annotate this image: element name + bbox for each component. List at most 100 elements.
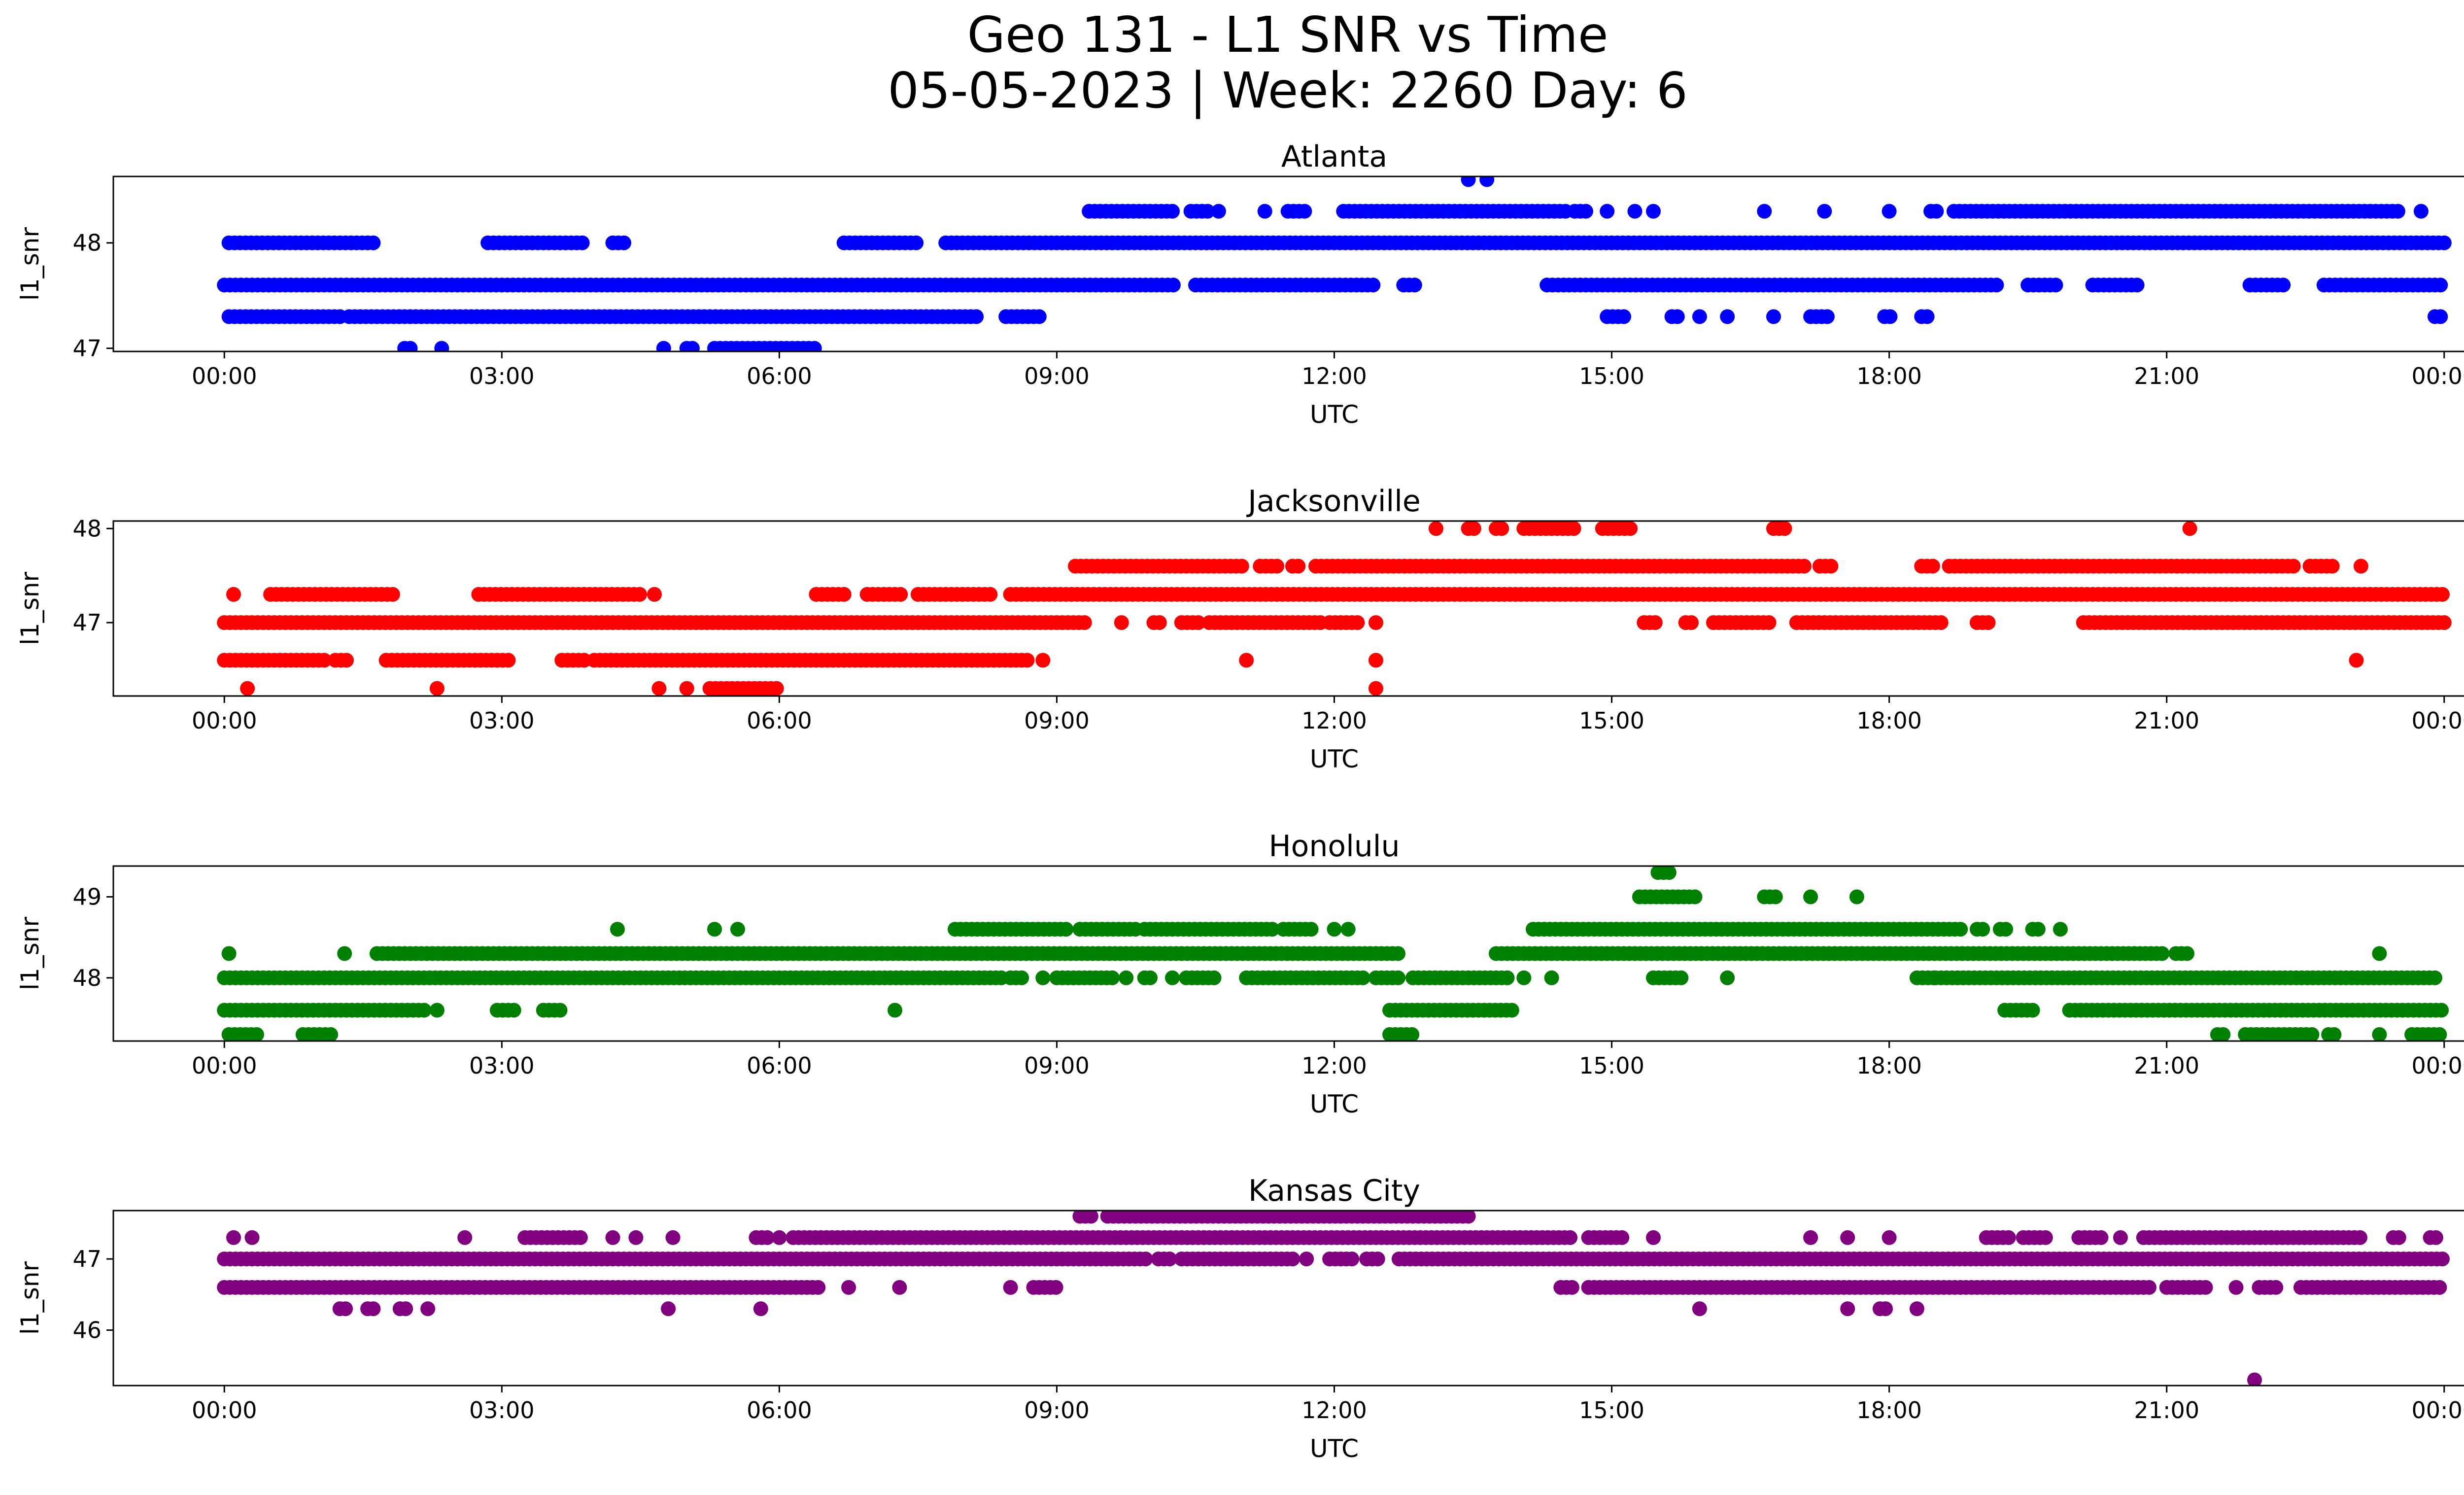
data-point <box>1692 309 1707 324</box>
data-point <box>249 1027 264 1041</box>
data-point <box>647 587 662 602</box>
x-tick-label: 12:00 <box>1301 707 1367 734</box>
data-point <box>1933 615 1949 630</box>
x-axis-label: UTC <box>1310 745 1359 773</box>
x-tick-label: 15:00 <box>1579 707 1644 734</box>
data-point <box>1882 309 1898 324</box>
data-point <box>753 1301 768 1317</box>
data-point <box>226 1230 241 1245</box>
data-point <box>836 587 852 602</box>
data-point <box>1989 278 2004 293</box>
data-point <box>575 235 590 250</box>
data-point <box>1461 1211 1476 1224</box>
data-point <box>1919 309 1935 324</box>
data-point <box>1692 1301 1707 1317</box>
data-point <box>1031 309 1047 324</box>
data-point <box>1083 1211 1098 1224</box>
data-point <box>1206 970 1222 985</box>
x-tick-label: 21:00 <box>2134 1397 2199 1424</box>
data-point <box>2216 1027 2231 1041</box>
data-point <box>2180 946 2194 961</box>
data-point <box>429 1003 445 1018</box>
subplot-title: Atlanta <box>1281 139 1387 174</box>
data-point <box>244 1230 260 1245</box>
x-tick-label: 12:00 <box>1301 1397 1367 1424</box>
x-axis-label: UTC <box>1310 1434 1359 1463</box>
data-point <box>1882 1230 1897 1245</box>
data-point <box>1303 922 1319 937</box>
data-point <box>760 1230 775 1245</box>
x-tick-label: 18:00 <box>1856 1397 1922 1424</box>
x-tick-label: 09:00 <box>1024 1397 1090 1424</box>
data-point <box>1461 176 1476 187</box>
data-point <box>2435 1252 2450 1267</box>
data-point <box>1285 1252 1300 1267</box>
data-point <box>2327 1027 2342 1041</box>
data-point <box>1297 204 1312 219</box>
data-point <box>892 1280 907 1295</box>
y-tick-label: 48 <box>72 230 102 256</box>
data-point <box>1369 615 1383 630</box>
x-tick-label: 00:00 <box>2411 707 2464 734</box>
data-point <box>1819 309 1835 324</box>
data-point <box>2353 1230 2367 1245</box>
data-point <box>573 1230 588 1245</box>
data-point <box>1670 309 1685 324</box>
data-point <box>323 1027 339 1041</box>
series-kansas-city <box>217 1211 2450 1386</box>
x-tick-label: 00:00 <box>2411 1052 2464 1079</box>
data-point <box>1114 615 1129 630</box>
data-point <box>1516 970 1532 985</box>
data-point <box>1564 1280 1579 1295</box>
data-point <box>457 1230 473 1245</box>
y-axis-label: l1_snr <box>16 572 44 645</box>
data-point <box>730 922 745 937</box>
data-point <box>1479 176 1495 187</box>
data-point <box>2434 1003 2449 1018</box>
data-point <box>1803 1230 1818 1245</box>
data-point <box>1823 558 1839 574</box>
y-tick-label: 49 <box>72 883 102 910</box>
data-point <box>2228 1280 2244 1295</box>
data-point <box>2155 946 2170 961</box>
data-point <box>2129 278 2145 293</box>
data-point <box>1757 204 1772 219</box>
data-point <box>679 681 694 696</box>
data-point <box>1340 922 1356 937</box>
data-point <box>665 1230 681 1245</box>
data-point <box>2428 970 2442 985</box>
data-point <box>811 1280 826 1295</box>
data-point <box>656 341 671 351</box>
data-point <box>1391 946 1405 961</box>
data-point <box>2030 922 2046 937</box>
data-point <box>2413 204 2429 219</box>
data-point <box>2436 235 2452 250</box>
x-tick-label: 15:00 <box>1579 1052 1644 1079</box>
data-point <box>1048 1280 1063 1295</box>
data-point <box>2432 1280 2447 1295</box>
data-point <box>1646 204 1661 219</box>
x-tick-label: 21:00 <box>2134 1052 2199 1079</box>
data-point <box>1616 309 1631 324</box>
data-point <box>610 922 625 937</box>
data-point <box>1299 1252 1314 1267</box>
data-point <box>1761 615 1777 630</box>
data-point <box>1105 970 1120 985</box>
data-point <box>1720 970 1735 985</box>
x-tick-label: 06:00 <box>747 1052 812 1079</box>
data-point <box>1768 889 1783 904</box>
series-honolulu <box>217 866 2449 1041</box>
data-point <box>1138 1252 1153 1267</box>
data-point <box>1953 922 1968 937</box>
data-point <box>1817 204 1832 219</box>
data-point <box>1327 922 1342 937</box>
data-point <box>506 1003 521 1018</box>
x-tick-label: 03:00 <box>469 707 535 734</box>
data-point <box>398 1301 413 1317</box>
data-point <box>366 1301 381 1317</box>
data-point <box>2038 1230 2053 1245</box>
x-axis-label: UTC <box>1310 400 1359 429</box>
data-point <box>1563 1230 1578 1245</box>
x-tick-label: 00:00 <box>192 1052 257 1079</box>
data-point <box>1849 889 1864 904</box>
